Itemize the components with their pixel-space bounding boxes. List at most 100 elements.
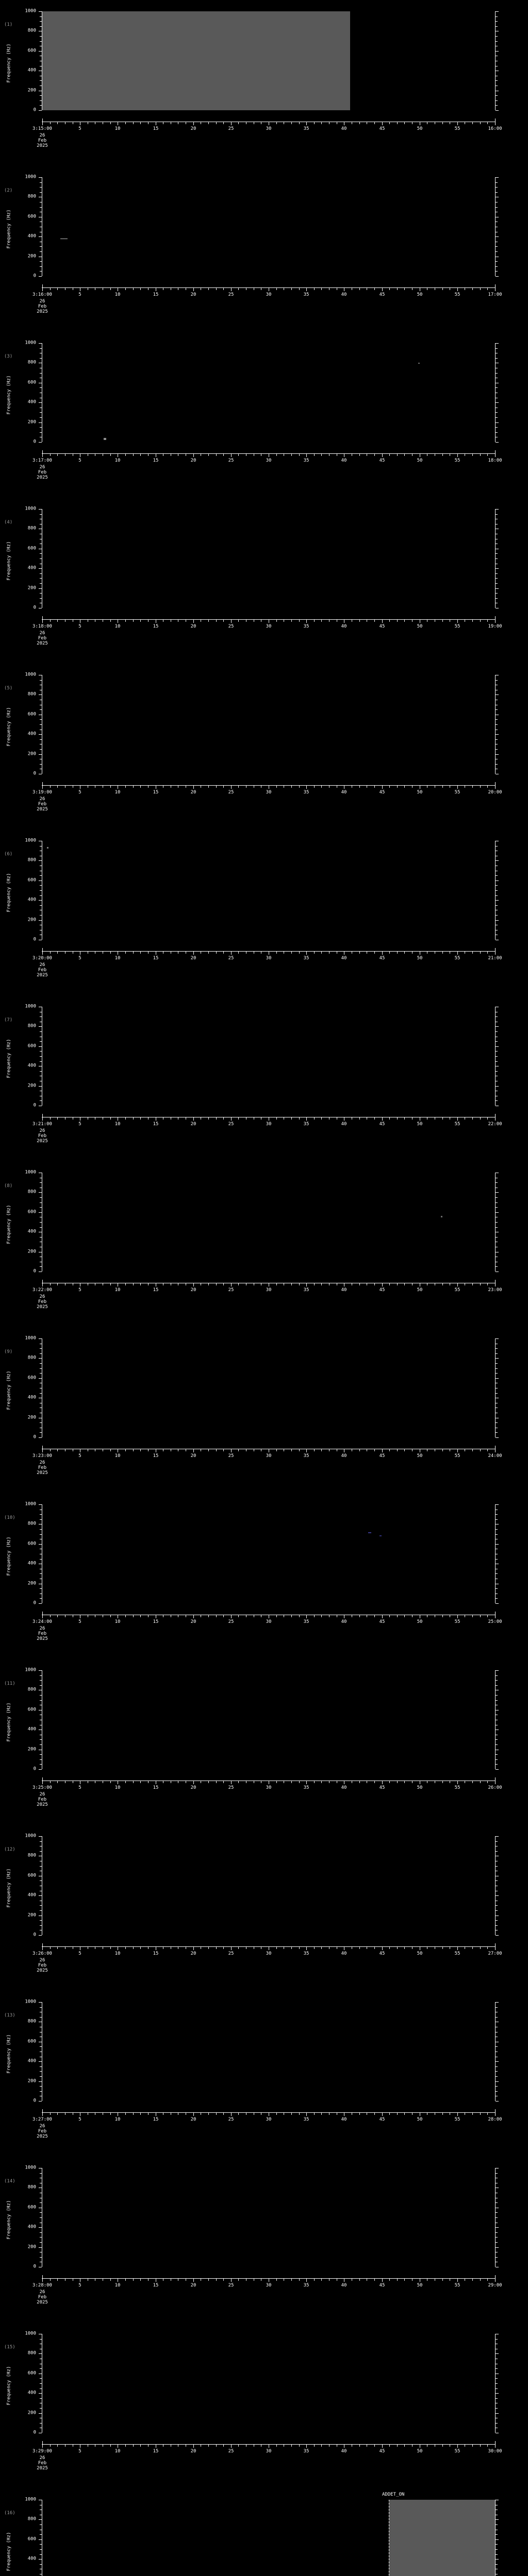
y-tick [40, 2388, 42, 2389]
x-tick-label: 35 [303, 1951, 309, 1956]
x-tick [306, 2113, 307, 2116]
x-tick [495, 454, 496, 457]
x-tick [374, 620, 375, 622]
x-tick [359, 1283, 360, 1285]
x-tick [374, 454, 375, 456]
x-tick [50, 1615, 51, 1617]
y-tick [39, 734, 42, 735]
x-tick [321, 1947, 322, 1949]
x-tick-label: 25 [228, 2117, 234, 2122]
date-stamp-line: 26 [39, 1294, 45, 1299]
x-tick [231, 1283, 232, 1286]
y-axis-spine-right [495, 2002, 496, 2101]
y-tick [40, 1071, 42, 1072]
y-tick [40, 1041, 42, 1042]
y-tick-label: 0 [33, 937, 36, 942]
y-tick [40, 1056, 42, 1057]
y-tick-right [496, 432, 498, 433]
y-tick-label: 800 [27, 1355, 36, 1361]
x-tick [397, 288, 398, 290]
x-tick [140, 1283, 141, 1285]
x-tick-label: 3:15:00 [32, 126, 52, 131]
y-tick [40, 1559, 42, 1560]
date-stamp-line: 2025 [37, 2134, 48, 2139]
y-tick-right [496, 1675, 498, 1676]
y-tick-right [496, 2393, 499, 2394]
panel-number-label: (7) [4, 1018, 13, 1023]
y-tick-right [496, 2066, 498, 2067]
x-tick [314, 1283, 315, 1285]
x-tick-label: 20 [190, 1453, 196, 1459]
y-tick [40, 271, 42, 272]
y-tick-label: 200 [27, 1415, 36, 1420]
x-tick [472, 1947, 473, 1949]
panel-number-label: (2) [4, 188, 13, 193]
y-tick-label: 0 [33, 273, 36, 279]
x-tick [140, 786, 141, 788]
date-stamp-line: 2025 [37, 807, 48, 812]
y-tick-label: 600 [27, 380, 36, 385]
x-tick-label: 55 [454, 1122, 460, 1127]
x-tick-label: 15 [153, 2117, 159, 2122]
x-tick-label: 26:00 [488, 1785, 502, 1790]
date-stamp-line: Feb [38, 304, 47, 309]
x-tick [125, 454, 126, 456]
y-tick [39, 110, 42, 111]
x-tick [208, 1615, 209, 1617]
y-tick [40, 573, 42, 574]
y-tick-label: 0 [33, 1766, 36, 1772]
y-tick [40, 266, 42, 267]
y-tick [40, 412, 42, 413]
date-stamp: 26 Feb 2025 [37, 299, 48, 314]
y-tick [39, 2002, 42, 2003]
x-tick [216, 952, 217, 954]
x-tick [397, 1283, 398, 1285]
x-tick [216, 1781, 217, 1783]
date-stamp-line: Feb [38, 138, 47, 143]
y-tick-right [496, 1437, 499, 1438]
y-tick-right [496, 2212, 498, 2213]
x-axis-spine [42, 2112, 496, 2113]
x-tick [291, 2113, 292, 2115]
y-tick [40, 1348, 42, 1349]
spectrogram-panel-13: 0 200 400 600 800 1000 Frequency (Hz) (13) 3:27:… [0, 1991, 528, 2157]
y-tick-right [496, 417, 498, 418]
x-tick [321, 288, 322, 290]
y-tick-right [496, 1935, 499, 1936]
x-tick [57, 1615, 58, 1617]
x-tick-label: 30 [266, 1951, 272, 1956]
x-tick [404, 122, 405, 124]
x-tick [480, 288, 481, 290]
y-tick-right [496, 11, 499, 12]
y-axis-spine-right [495, 1007, 496, 1106]
spectrogram-panel-5: 0 200 400 600 800 1000 Frequency (Hz) (5) 3:19:0… [0, 664, 528, 829]
y-tick-right [496, 2388, 498, 2389]
y-tick [40, 2232, 42, 2233]
x-tick [404, 288, 405, 290]
x-tick [382, 1449, 383, 1452]
y-tick-label: 1000 [25, 2331, 36, 2336]
x-tick-label: 25 [228, 1619, 234, 1624]
x-tick-label: 10 [114, 790, 121, 795]
x-tick [57, 454, 58, 456]
y-tick [39, 1836, 42, 1837]
x-tick [457, 1117, 458, 1121]
y-axis-spine-right [495, 343, 496, 442]
y-tick [40, 2071, 42, 2072]
y-tick-label: 400 [27, 1063, 36, 1069]
y-tick [39, 1935, 42, 1936]
x-tick [472, 786, 473, 788]
x-tick [42, 1947, 43, 1950]
date-stamp: 26 Feb 2025 [37, 133, 48, 148]
x-tick-label: 5 [78, 1122, 81, 1127]
x-tick [193, 1781, 194, 1784]
x-tick [216, 1283, 217, 1285]
x-tick [223, 786, 224, 788]
x-tick-label: 20 [190, 624, 196, 629]
x-tick-label: 35 [303, 458, 309, 463]
y-tick-right [496, 920, 499, 921]
y-tick-right [496, 2217, 498, 2218]
x-tick [133, 454, 134, 456]
y-tick-label: 400 [27, 1395, 36, 1400]
y-tick [40, 2066, 42, 2067]
